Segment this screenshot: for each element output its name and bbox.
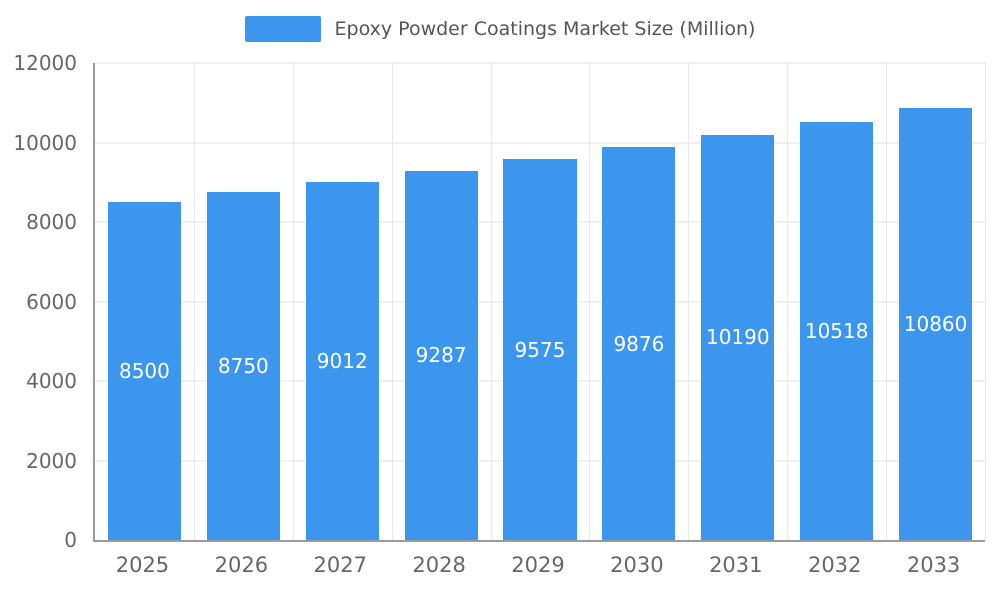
y-tick-label: 10000 xyxy=(13,130,77,155)
x-tick-label: 2029 xyxy=(511,553,565,577)
bar-band: 9012 xyxy=(293,63,392,540)
gridline-vertical xyxy=(391,63,393,540)
bar-2026: 8750 xyxy=(206,192,280,540)
x-tick-label: 2031 xyxy=(709,553,763,577)
bar-band: 8750 xyxy=(194,63,293,540)
y-tick-label: 4000 xyxy=(26,369,77,393)
bar-value-label: 9575 xyxy=(514,337,566,362)
x-tick-label: 2025 xyxy=(115,553,170,577)
x-axis-labels: 2025 2026 2027 2028 2029 2030 2031 2032 2033 xyxy=(93,553,983,577)
bar-2032: 10518 xyxy=(800,121,874,540)
y-tick-label: 0 xyxy=(64,528,77,552)
bar-2031: 10190 xyxy=(701,134,775,540)
bar-2027: 9012 xyxy=(305,181,379,540)
gridline-vertical xyxy=(886,63,888,540)
gridline-horizontal xyxy=(95,142,985,143)
bar-band: 9575 xyxy=(491,63,590,540)
bar-2025: 8500 xyxy=(107,202,182,540)
y-tick-label: 8000 xyxy=(26,210,77,234)
x-tick-label: 2026 xyxy=(214,553,269,577)
gridline-horizontal xyxy=(95,62,985,64)
bar-2029: 9575 xyxy=(503,159,577,540)
x-tick-label: 2033 xyxy=(906,553,961,577)
gridline-vertical xyxy=(688,63,690,540)
bars-group: 8500 8750 9012 9287 9575 9876 10190 10518 10860 xyxy=(95,63,985,540)
legend: Epoxy Powder Coatings Market Size (Milli… xyxy=(0,16,1000,42)
gridline-vertical xyxy=(490,63,492,540)
x-tick-label: 2028 xyxy=(412,553,466,577)
x-tick-label: 2027 xyxy=(313,553,367,577)
plot-area: 8500 8750 9012 9287 9575 9876 10190 10518 10860 xyxy=(93,62,986,542)
bar-2030: 9876 xyxy=(602,147,676,540)
bar-value-label: 10860 xyxy=(903,312,968,337)
bar-value-label: 10518 xyxy=(804,318,869,343)
bar-band: 8500 xyxy=(95,63,194,540)
x-tick-label: 2032 xyxy=(807,553,862,577)
gridline-vertical xyxy=(787,63,789,540)
y-axis-labels: 0 2000 4000 6000 8000 10000 12000 xyxy=(0,0,85,600)
gridline-vertical xyxy=(292,63,294,540)
bar-value-label: 8500 xyxy=(118,359,170,384)
bar-value-label: 10190 xyxy=(705,325,770,350)
bar-2033: 10860 xyxy=(898,108,973,540)
bar-band: 9876 xyxy=(589,63,688,540)
y-tick-label: 2000 xyxy=(26,448,77,473)
bar-value-label: 9287 xyxy=(415,343,467,368)
bar-value-label: 8750 xyxy=(217,354,269,379)
bar-band: 10860 xyxy=(886,63,985,540)
bar-band: 10190 xyxy=(688,63,787,540)
gridline-vertical xyxy=(985,63,986,540)
bar-band: 9287 xyxy=(392,63,491,540)
legend-label: Epoxy Powder Coatings Market Size (Milli… xyxy=(334,18,756,40)
bar-band: 10518 xyxy=(787,63,886,540)
bar-2028: 9287 xyxy=(404,170,478,540)
gridline-vertical xyxy=(589,63,591,540)
x-tick-label: 2030 xyxy=(610,553,664,577)
legend-swatch xyxy=(244,16,321,42)
bar-value-label: 9012 xyxy=(316,348,368,373)
gridline-vertical xyxy=(193,63,195,540)
bar-value-label: 9876 xyxy=(613,331,665,356)
y-tick-label: 6000 xyxy=(26,289,77,314)
y-tick-label: 12000 xyxy=(13,51,77,75)
